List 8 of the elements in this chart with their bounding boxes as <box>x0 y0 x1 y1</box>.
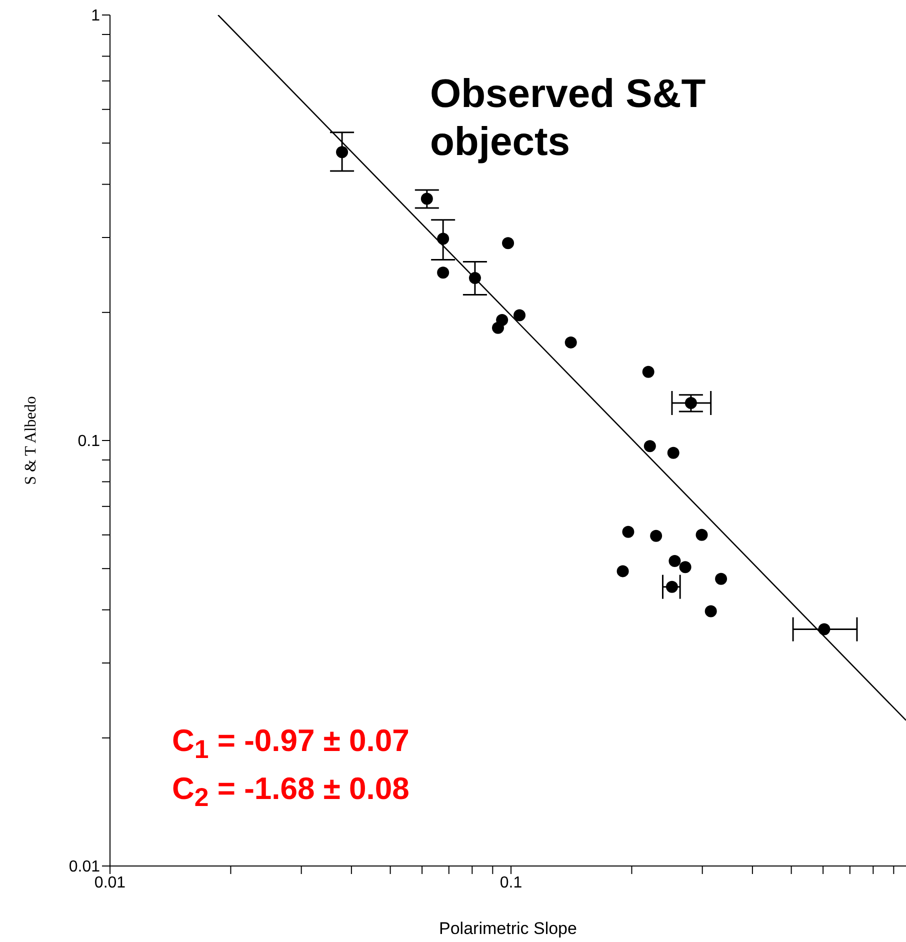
y-tick-label: 0.1 <box>78 433 100 450</box>
annotation: C$_{1}$ = -0.97 ± 0.07 <box>172 722 410 766</box>
text: Observed S&T objects <box>430 71 707 166</box>
x-axis-title: Polarimetric Slope <box>439 919 577 938</box>
y-tick-label: 0.01 <box>68 858 100 876</box>
annotation: C$_{2}$ = -1.68 ± 0.08 <box>172 770 410 814</box>
y-tick-label: 1 <box>91 8 100 25</box>
y-axis-title: S & T Albedo <box>22 396 40 485</box>
